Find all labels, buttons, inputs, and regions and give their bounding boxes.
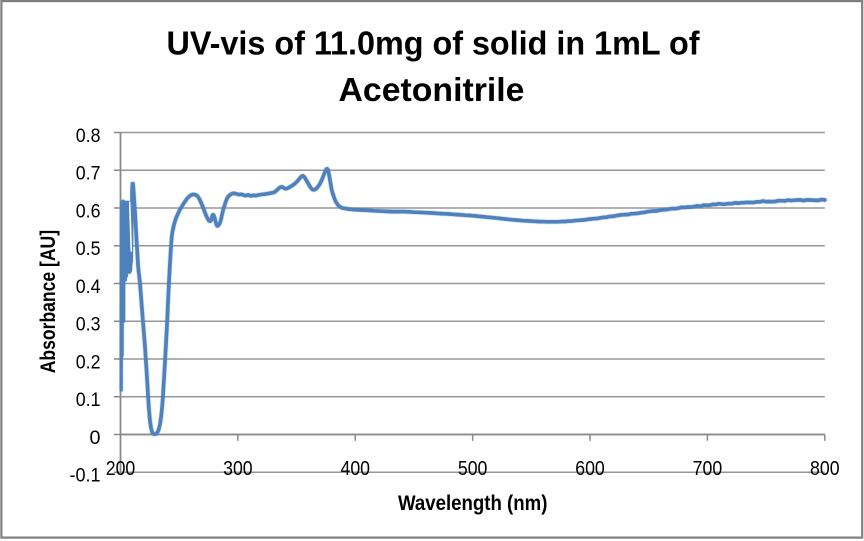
svg-text:0.6: 0.6 (76, 200, 101, 222)
svg-text:800: 800 (810, 458, 840, 480)
svg-text:0.4: 0.4 (76, 276, 101, 298)
svg-text:0.2: 0.2 (76, 351, 101, 373)
svg-text:0.5: 0.5 (76, 238, 101, 260)
svg-text:0: 0 (90, 427, 101, 449)
svg-text:Wavelength (nm): Wavelength (nm) (398, 491, 548, 515)
svg-text:0.3: 0.3 (76, 314, 101, 336)
svg-text:UV-vis of 11.0mg of solid in 1: UV-vis of 11.0mg of solid in 1mL of (167, 24, 701, 61)
svg-text:300: 300 (223, 458, 253, 480)
svg-text:600: 600 (575, 458, 605, 480)
svg-text:400: 400 (341, 458, 371, 480)
svg-text:200: 200 (106, 458, 136, 480)
svg-text:-0.1: -0.1 (70, 465, 101, 487)
svg-text:500: 500 (458, 458, 488, 480)
svg-text:0.7: 0.7 (76, 163, 101, 185)
svg-text:0.8: 0.8 (76, 125, 101, 147)
svg-text:700: 700 (693, 458, 723, 480)
svg-text:0.1: 0.1 (76, 389, 101, 411)
svg-text:Absorbance [AU]: Absorbance [AU] (36, 230, 60, 373)
svg-text:Acetonitrile: Acetonitrile (339, 71, 525, 108)
